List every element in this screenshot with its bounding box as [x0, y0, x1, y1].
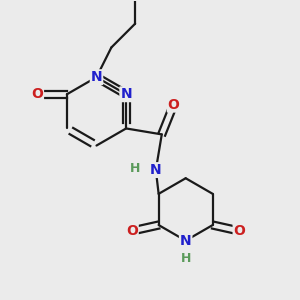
Text: N: N	[150, 163, 162, 177]
Text: O: O	[31, 87, 43, 101]
Text: H: H	[130, 162, 140, 175]
Text: O: O	[126, 224, 138, 238]
Text: O: O	[168, 98, 180, 112]
Text: N: N	[180, 234, 191, 248]
Text: H: H	[181, 252, 191, 265]
Text: N: N	[91, 70, 102, 84]
Text: O: O	[233, 224, 245, 238]
Text: N: N	[120, 87, 132, 101]
